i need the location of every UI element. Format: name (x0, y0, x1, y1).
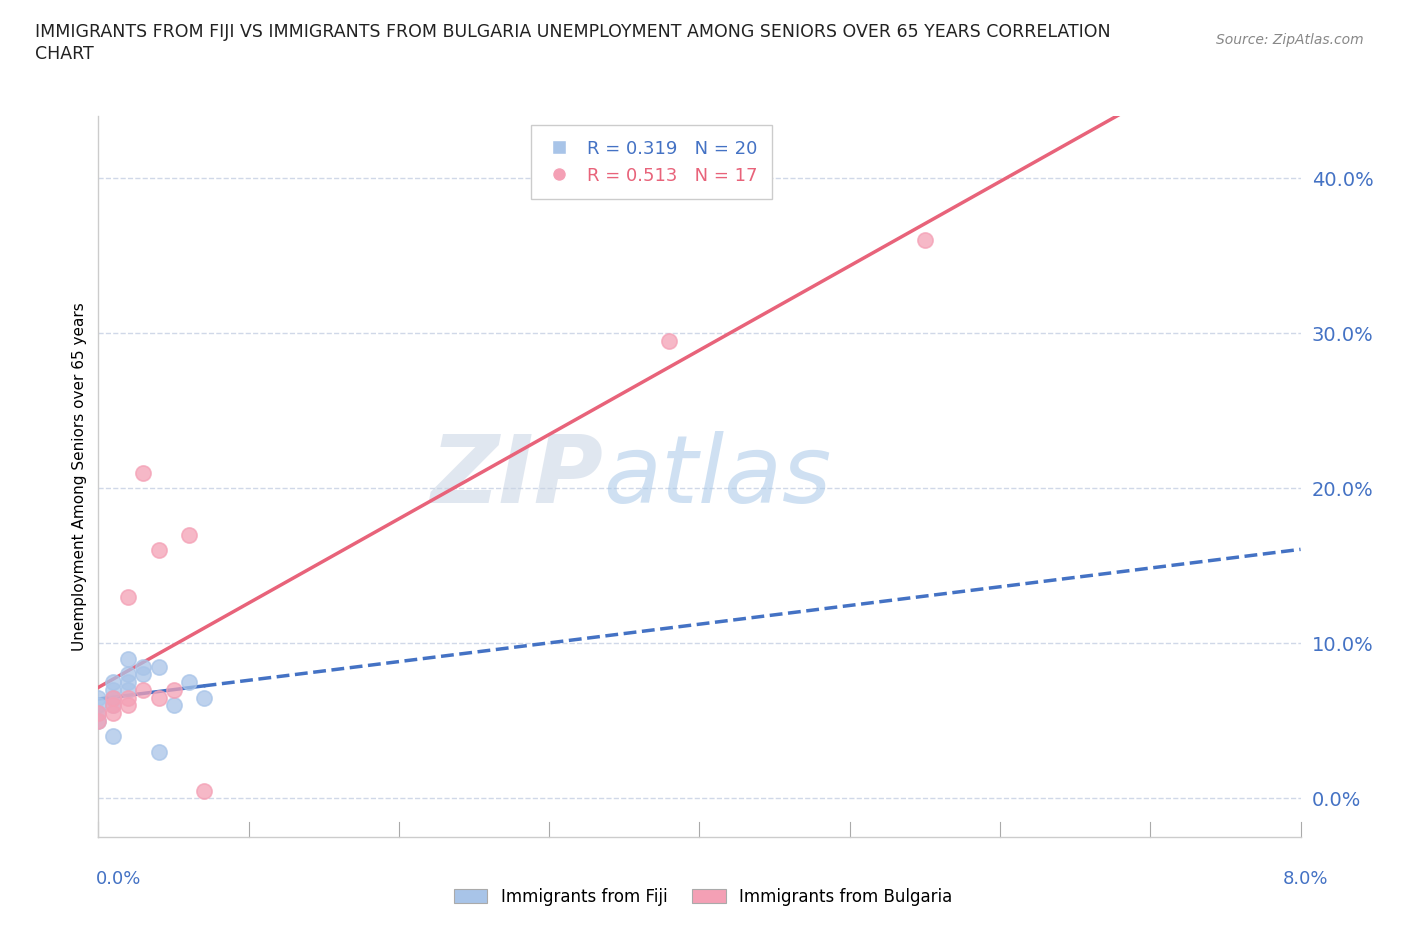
Text: ZIP: ZIP (430, 431, 603, 523)
Point (148, 659, 170, 674)
Point (658, 334, 681, 349)
Point (87, 713, 110, 728)
Point (103, 698, 125, 712)
Point (117, 683, 139, 698)
Y-axis label: Unemployment Among Seniors over 65 years: Unemployment Among Seniors over 65 years (72, 302, 87, 651)
Legend: Immigrants from Fiji, Immigrants from Bulgaria: Immigrants from Fiji, Immigrants from Bu… (447, 881, 959, 912)
Point (148, 543, 170, 558)
Point (148, 744, 170, 759)
Legend: R = 0.319   N = 20, R = 0.513   N = 17: R = 0.319 N = 20, R = 0.513 N = 17 (531, 126, 772, 199)
Point (132, 683, 155, 698)
Text: 8.0%: 8.0% (1284, 870, 1329, 888)
Point (177, 527, 200, 542)
Point (148, 690, 170, 705)
Point (103, 690, 125, 705)
Text: IMMIGRANTS FROM FIJI VS IMMIGRANTS FROM BULGARIA UNEMPLOYMENT AMONG SENIORS OVER: IMMIGRANTS FROM FIJI VS IMMIGRANTS FROM … (35, 23, 1111, 41)
Point (103, 683, 125, 698)
Point (162, 683, 184, 698)
Point (87, 698, 110, 712)
Point (132, 465, 155, 480)
Point (103, 698, 125, 712)
Text: 0.0%: 0.0% (96, 870, 141, 888)
Point (117, 651, 139, 666)
Point (162, 698, 184, 712)
Point (117, 590, 139, 604)
Point (87, 713, 110, 728)
Point (103, 690, 125, 705)
Point (193, 690, 215, 705)
Text: Source: ZipAtlas.com: Source: ZipAtlas.com (1216, 33, 1364, 46)
Point (87, 706, 110, 721)
Point (117, 674, 139, 689)
Point (87, 690, 110, 705)
Point (132, 667, 155, 682)
Point (117, 667, 139, 682)
Point (132, 659, 155, 674)
Point (103, 674, 125, 689)
Point (193, 783, 215, 798)
Point (103, 729, 125, 744)
Point (914, 232, 936, 247)
Text: atlas: atlas (603, 432, 831, 522)
Point (117, 698, 139, 712)
Text: CHART: CHART (35, 45, 94, 62)
Point (103, 706, 125, 721)
Point (87, 706, 110, 721)
Point (177, 674, 200, 689)
Point (117, 690, 139, 705)
